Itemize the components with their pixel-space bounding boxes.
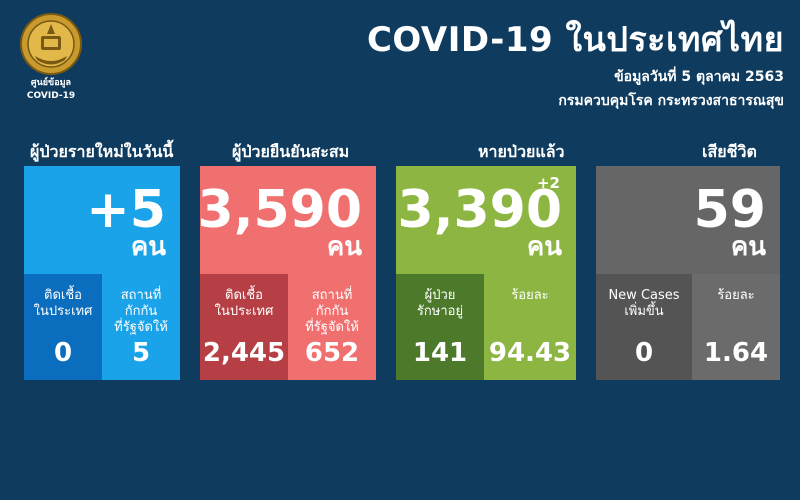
deaths-heading: เสียชีวิต bbox=[702, 142, 757, 161]
date-line: ข้อมูลวันที่ 5 ตุลาคม 2563 bbox=[614, 69, 784, 85]
unit-label: คน bbox=[730, 232, 766, 262]
sub-label: ที่รัฐจัดให้ bbox=[305, 320, 359, 335]
recovered-card: +2 3,390 คน ผู้ป่วย รักษาอยู่ 141 ร้อยละ… bbox=[396, 166, 576, 380]
unit-label: คน bbox=[130, 232, 166, 262]
deaths-card: 59 คน New Cases เพิ่มขึ้น 0 ร้อยละ 1.64 bbox=[596, 166, 780, 380]
confirmed-quarantine-value: 652 bbox=[304, 338, 360, 368]
recovered-percent-value: 94.43 bbox=[488, 338, 572, 368]
new-cases-local-value: 0 bbox=[53, 338, 73, 368]
deaths-value: 59 bbox=[693, 180, 766, 240]
sub-label: ติดเชื้อ bbox=[225, 288, 263, 303]
deaths-percent-value: 1.64 bbox=[703, 338, 769, 368]
sub-label: กักกัน bbox=[315, 304, 349, 319]
new-cases-summary: +5 คน bbox=[24, 166, 180, 274]
sub-label: รักษาอยู่ bbox=[416, 304, 464, 319]
sub-label: ในประเทศ bbox=[33, 304, 93, 319]
confirmed-card: 3,590 คน ติดเชื้อ ในประเทศ 2,445 สถานที่… bbox=[197, 166, 376, 380]
confirmed-local-value: 2,445 bbox=[202, 338, 286, 368]
recovered-value: 3,390 bbox=[397, 180, 562, 240]
sub-label: ในประเทศ bbox=[214, 304, 274, 319]
unit-label: คน bbox=[526, 232, 562, 262]
source-line: กรมควบคุมโรค กระทรวงสาธารณสุข bbox=[558, 93, 784, 109]
sub-label: สถานที่ bbox=[311, 288, 353, 303]
deaths-new-value: 0 bbox=[634, 338, 654, 368]
confirmed-quarantine-cell: สถานที่ กักกัน ที่รัฐจัดให้ 652 bbox=[288, 274, 376, 380]
new-cases-local-cell: ติดเชื้อ ในประเทศ 0 bbox=[24, 274, 102, 380]
deaths-summary: 59 คน bbox=[596, 166, 780, 274]
seal-icon bbox=[20, 13, 82, 75]
seal-caption-line2: COVID-19 bbox=[26, 91, 76, 101]
new-cases-value: +5 bbox=[86, 180, 166, 240]
new-cases-heading: ผู้ป่วยรายใหม่ในวันนี้ bbox=[30, 142, 174, 161]
sub-label: ผู้ป่วย bbox=[424, 288, 456, 303]
recovered-heading: หายป่วยแล้ว bbox=[478, 142, 565, 161]
sub-label: เพิ่มขึ้น bbox=[624, 304, 664, 319]
unit-label: คน bbox=[326, 232, 362, 262]
new-cases-quarantine-cell: สถานที่ กักกัน ที่รัฐจัดให้ 5 bbox=[102, 274, 180, 380]
deaths-percent-cell: ร้อยละ 1.64 bbox=[692, 274, 780, 380]
sub-label: ร้อยละ bbox=[717, 288, 755, 303]
sub-label: ที่รัฐจัดให้ bbox=[114, 320, 168, 335]
confirmed-value: 3,590 bbox=[197, 180, 362, 240]
confirmed-heading: ผู้ป่วยยืนยันสะสม bbox=[232, 142, 350, 161]
recovered-summary: +2 3,390 คน bbox=[396, 166, 576, 274]
government-seal-logo: ศูนย์ข้อมูล COVID-19 bbox=[12, 12, 90, 108]
page-title: COVID-19 ในประเทศไทย bbox=[366, 20, 784, 60]
sub-label: ร้อยละ bbox=[511, 288, 549, 303]
new-cases-card: +5 คน ติดเชื้อ ในประเทศ 0 สถานที่ กักกัน… bbox=[24, 166, 180, 380]
new-cases-quarantine-value: 5 bbox=[131, 338, 151, 368]
confirmed-local-cell: ติดเชื้อ ในประเทศ 2,445 bbox=[200, 274, 288, 380]
sub-label: ติดเชื้อ bbox=[44, 288, 82, 303]
recovered-percent-cell: ร้อยละ 94.43 bbox=[484, 274, 576, 380]
sub-label: New Cases bbox=[608, 288, 680, 303]
deaths-new-cell: New Cases เพิ่มขึ้น 0 bbox=[596, 274, 692, 380]
in-treatment-value: 141 bbox=[412, 338, 468, 368]
seal-caption-line1: ศูนย์ข้อมูล bbox=[30, 78, 72, 88]
sub-label: กักกัน bbox=[124, 304, 158, 319]
in-treatment-cell: ผู้ป่วย รักษาอยู่ 141 bbox=[396, 274, 484, 380]
confirmed-summary: 3,590 คน bbox=[197, 166, 376, 274]
recovered-delta: +2 bbox=[536, 174, 560, 192]
sub-label: สถานที่ bbox=[120, 288, 162, 303]
